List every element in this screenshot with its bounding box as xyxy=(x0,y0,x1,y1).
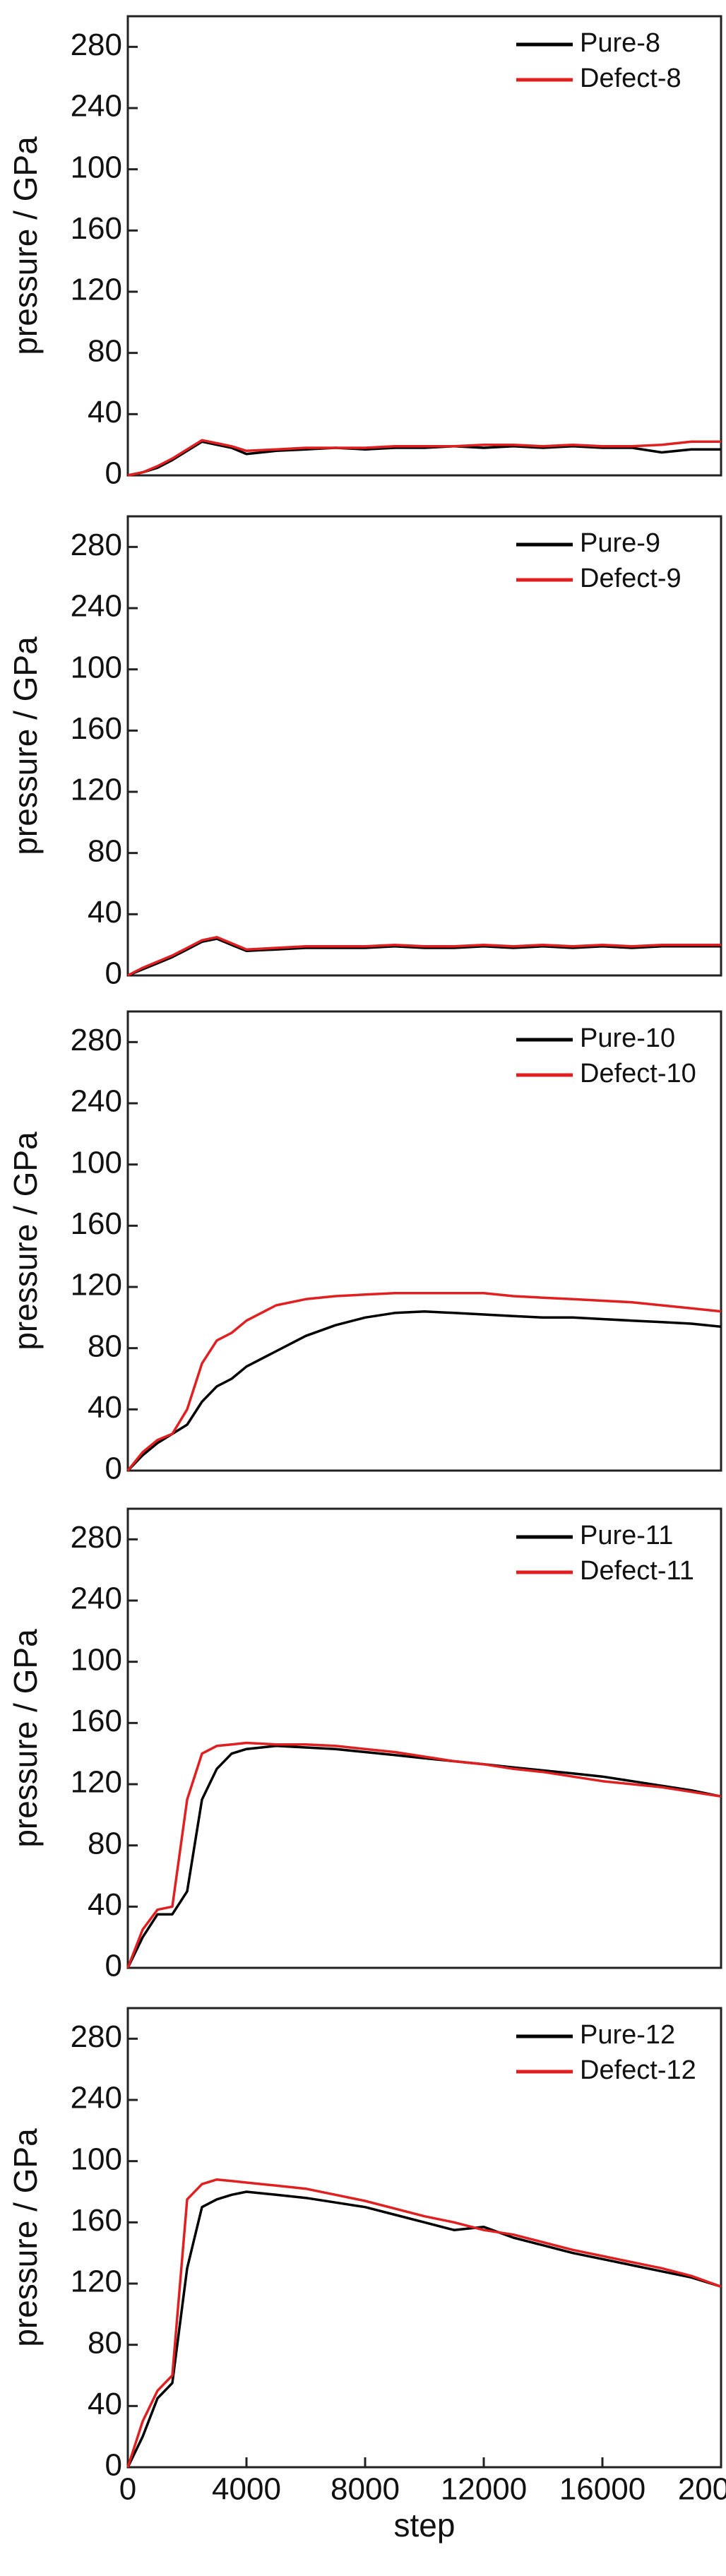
legend-label: Defect-11 xyxy=(580,1556,694,1586)
legend-label: Pure-8 xyxy=(580,28,660,58)
data-line xyxy=(127,439,721,477)
y-tick-label: 120 xyxy=(71,1268,122,1302)
y-tick-label: 80 xyxy=(88,333,122,368)
y-tick-label: 40 xyxy=(88,895,122,930)
y-tick-label: 160 xyxy=(71,711,122,746)
y-tick-label: 100 xyxy=(71,1642,122,1677)
y-axis-label: pressure / GPa xyxy=(7,636,44,855)
y-tick-label: 280 xyxy=(71,28,122,62)
y-axis-label: pressure / GPa xyxy=(7,1629,44,1848)
y-axis-label: pressure / GPa xyxy=(7,1132,44,1351)
data-line xyxy=(126,1741,722,1969)
data-line xyxy=(126,1310,722,1472)
y-tick-label: 160 xyxy=(71,2203,122,2238)
x-tick-label: 16000 xyxy=(559,2472,645,2507)
legend-label: Pure-12 xyxy=(580,2020,675,2050)
y-tick-label: 280 xyxy=(71,2019,122,2054)
legend-label: Pure-11 xyxy=(580,1521,673,1550)
y-tick-label: 240 xyxy=(71,89,122,124)
y-tick-label: 160 xyxy=(71,211,122,246)
legend-label: Pure-10 xyxy=(580,1023,675,1053)
y-tick-label: 0 xyxy=(105,956,122,991)
y-tick-label: 0 xyxy=(105,456,122,491)
y-tick-label: 240 xyxy=(71,1581,122,1616)
legend-label: Defect-10 xyxy=(580,1059,696,1088)
y-tick-label: 120 xyxy=(71,773,122,807)
y-tick-label: 280 xyxy=(71,1520,122,1555)
y-tick-label: 80 xyxy=(88,1826,122,1860)
y-tick-label: 120 xyxy=(71,1765,122,1800)
legend-label: Defect-9 xyxy=(580,564,682,593)
y-tick-label: 120 xyxy=(71,2265,122,2299)
y-tick-label: 240 xyxy=(71,2081,122,2115)
plot-frame xyxy=(126,2007,722,2469)
y-tick-label: 80 xyxy=(88,1329,122,1363)
data-line xyxy=(127,937,721,977)
y-axis-label: pressure / GPa xyxy=(7,2128,44,2347)
legend-label: Pure-9 xyxy=(580,528,660,558)
y-tick-label: 100 xyxy=(71,650,122,684)
data-line xyxy=(127,936,721,977)
x-axis-label: step xyxy=(394,2507,456,2544)
y-tick-label: 100 xyxy=(71,1145,122,1180)
y-tick-label: 40 xyxy=(88,1887,122,1922)
y-tick-label: 80 xyxy=(88,833,122,868)
y-tick-label: 0 xyxy=(105,1949,122,1983)
data-line xyxy=(126,1291,722,1472)
x-tick-label: 8000 xyxy=(331,2472,400,2507)
plot-frame xyxy=(126,1507,722,1969)
y-axis-label: pressure / GPa xyxy=(7,136,44,355)
x-tick-label: 0 xyxy=(119,2472,136,2507)
plot-frame xyxy=(126,15,722,477)
y-tick-label: 40 xyxy=(88,395,122,429)
plot-frame xyxy=(126,1010,722,1472)
data-line xyxy=(127,440,721,477)
y-tick-label: 240 xyxy=(71,1084,122,1119)
y-tick-label: 40 xyxy=(88,2387,122,2421)
y-tick-label: 120 xyxy=(71,273,122,307)
x-tick-label: 12000 xyxy=(441,2472,527,2507)
y-tick-label: 240 xyxy=(71,589,122,624)
y-tick-label: 160 xyxy=(71,1704,122,1738)
x-tick-label: 20000 xyxy=(678,2472,726,2507)
y-tick-label: 280 xyxy=(71,1023,122,1057)
y-tick-label: 100 xyxy=(71,150,122,184)
data-line xyxy=(126,1745,722,1969)
data-line xyxy=(126,2178,722,2468)
plot-frame xyxy=(126,515,722,977)
y-tick-label: 160 xyxy=(71,1206,122,1241)
y-tick-label: 40 xyxy=(88,1390,122,1425)
legend-label: Defect-12 xyxy=(580,2055,696,2085)
y-tick-label: 80 xyxy=(88,2325,122,2360)
data-line xyxy=(126,2190,722,2468)
x-tick-label: 4000 xyxy=(212,2472,281,2507)
legend-label: Defect-8 xyxy=(580,64,682,93)
y-tick-label: 0 xyxy=(105,1452,122,1486)
y-tick-label: 280 xyxy=(71,528,122,562)
y-tick-label: 100 xyxy=(71,2142,122,2176)
y-tick-label: 0 xyxy=(105,2448,122,2483)
